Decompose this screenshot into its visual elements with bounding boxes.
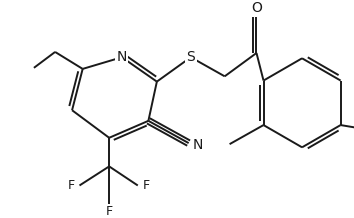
Text: S: S	[187, 50, 195, 64]
Text: F: F	[105, 206, 113, 218]
Text: O: O	[251, 2, 262, 15]
Text: F: F	[68, 179, 75, 192]
Text: F: F	[143, 179, 150, 192]
Text: N: N	[193, 138, 204, 152]
Text: N: N	[117, 50, 127, 64]
